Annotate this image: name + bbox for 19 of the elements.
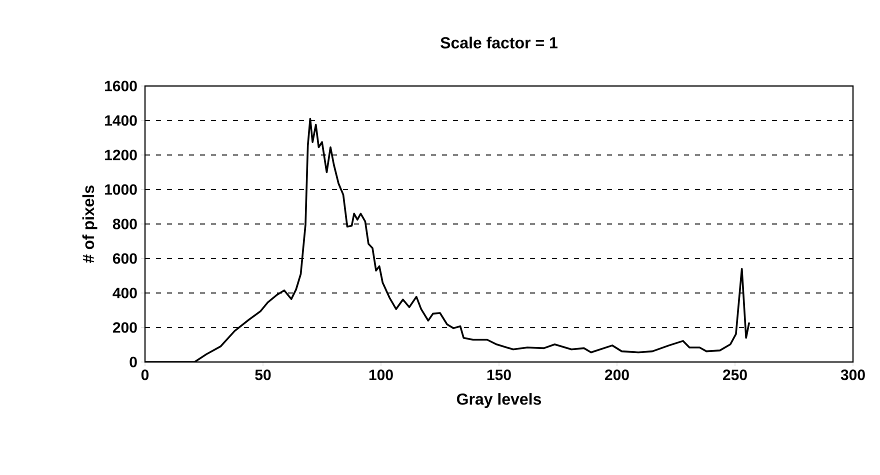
x-tick-label: 0 (141, 370, 149, 380)
y-tick-label: 1200 (105, 150, 137, 160)
y-tick-label: 800 (112, 218, 137, 230)
y-tick-label: 200 (112, 322, 137, 333)
x-tick-label: 300 (840, 370, 865, 380)
y-tick-label: 0 (130, 356, 137, 368)
x-axis-title: Gray levels (456, 393, 542, 408)
y-tick-label: 1000 (105, 184, 137, 195)
x-tick-label: 200 (605, 370, 629, 380)
x-tick-label: 150 (487, 370, 511, 380)
y-axis-title: # of pixels (82, 186, 98, 263)
y-tick-label: 600 (112, 253, 137, 264)
x-tick-label: 50 (255, 370, 271, 380)
x-tick-label: 100 (369, 370, 393, 380)
x-tick-label: 250 (723, 370, 747, 380)
chart-title: Scale factor = 1 (440, 36, 558, 48)
y-tick-label: 400 (112, 288, 137, 298)
y-tick-label: 1400 (105, 115, 137, 126)
y-tick-label: 1600 (105, 80, 137, 92)
